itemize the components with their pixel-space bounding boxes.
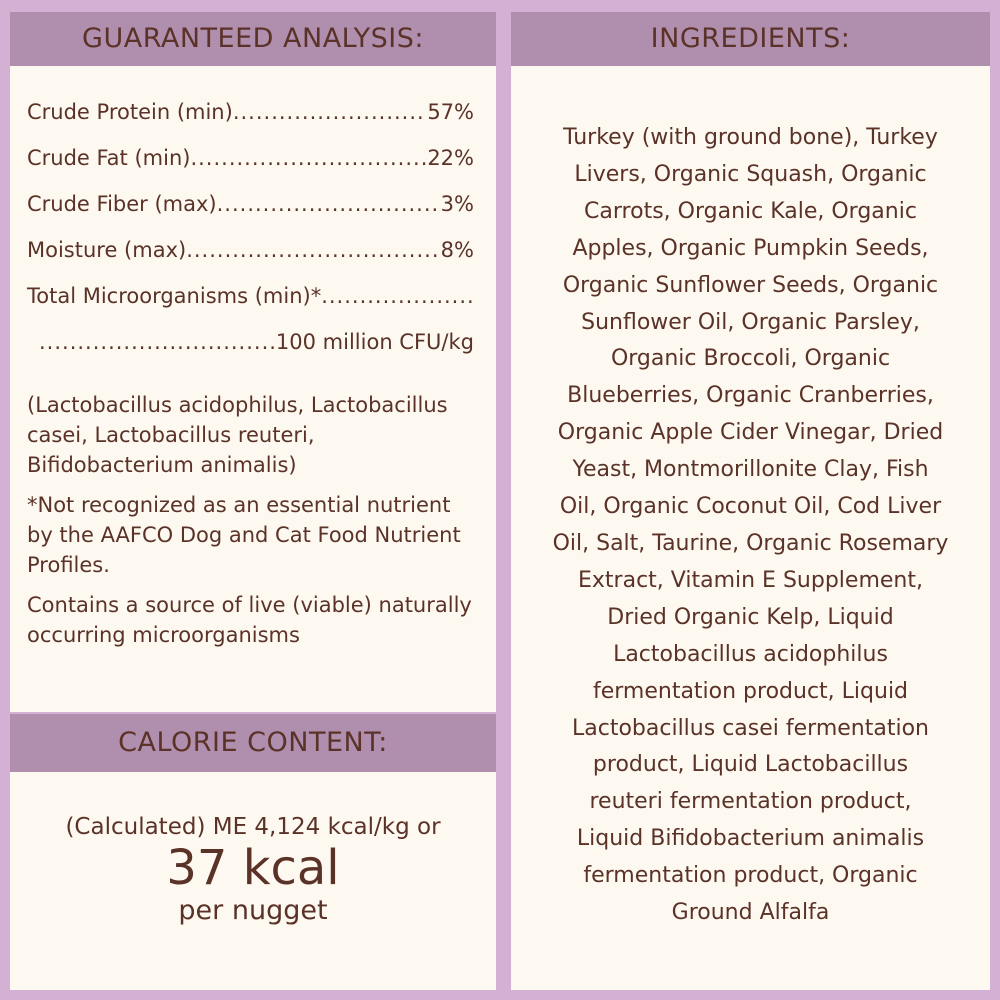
calorie-per-kg: (Calculated) ME 4,124 kcal/kg or — [65, 814, 441, 840]
live-microorganisms-note: Contains a source of live (viable) natur… — [27, 593, 472, 647]
ingredient-line: Ground Alfalfa — [671, 900, 830, 926]
ingredient-line: product, Liquid Lactobacillus — [592, 752, 909, 778]
analysis-rows: Crude Protein (min) 57% Crude Fat (min) 22%… — [27, 100, 474, 376]
ingredient-line: Turkey (with ground bone), Turkey — [563, 125, 938, 150]
ingredients-panel: INGREDIENTS: Turkey (with ground bone), … — [511, 12, 990, 990]
leader-dots — [186, 238, 440, 262]
ingredient-line: fermentation product, Liquid — [592, 678, 909, 704]
probiotic-strains: (Lactobacillus acidophilus, Lactobacillu… — [27, 393, 448, 477]
ingredients-heading: INGREDIENTS: — [511, 12, 990, 66]
ingredient-line: fermentation product, Organic — [583, 863, 918, 889]
leader-dots — [190, 146, 427, 170]
ingredient-line: Sunflower Oil, Organic Parsley, — [581, 309, 920, 335]
analysis-row: Moisture (max) 8% — [27, 238, 474, 284]
ingredient-line: Oil, Salt, Taurine, Organic Rosemary — [552, 530, 949, 556]
ingredient-line: Carrots, Organic Kale, Organic — [584, 198, 917, 224]
leader-dots — [39, 330, 276, 354]
ingredient-line: Extract, Vitamin E Supplement, — [578, 567, 923, 593]
ingredient-line: Organic Apple Cider Vinegar, Dried — [557, 420, 944, 446]
nutrient-label: Crude Fiber (max) — [27, 192, 217, 216]
aafco-footnote: *Not recognized as an essential nutrient… — [27, 493, 461, 577]
nutrient-label: Crude Protein (min) — [27, 100, 233, 124]
nutrient-value: 57% — [427, 100, 474, 124]
nutrient-value: 3% — [440, 192, 474, 216]
ingredient-line: Lactobacillus acidophilus — [613, 641, 888, 667]
leader-dots — [321, 284, 474, 308]
leader-dots — [217, 192, 441, 216]
nutrient-label: Moisture (max) — [27, 238, 187, 262]
ingredient-line: Dried Organic Kelp, Liquid — [607, 604, 894, 630]
nutrient-label: Total Microorganisms (min)* — [27, 284, 322, 308]
nutrient-label: Crude Fat (min) — [27, 146, 191, 170]
analysis-row: Total Microorganisms (min)* — [27, 284, 474, 330]
nutrient-value: 100 million CFU/kg — [275, 330, 474, 354]
calorie-content-panel: CALORIE CONTENT: (Calculated) ME 4,124 k… — [10, 714, 496, 990]
calorie-body: (Calculated) ME 4,124 kcal/kg or 37 kcal… — [10, 814, 496, 928]
ingredient-line: Apples, Organic Pumpkin Seeds, — [572, 235, 929, 261]
nutrient-value: 22% — [427, 146, 474, 170]
analysis-row: Crude Protein (min) 57% — [27, 100, 474, 146]
analysis-row: Crude Fiber (max) 3% — [27, 192, 474, 238]
ingredient-line: Oil, Organic Coconut Oil, Cod Liver — [559, 494, 942, 520]
analysis-body: Crude Protein (min) 57% Crude Fat (min) 22%… — [27, 100, 474, 650]
calorie-per-nugget-value: 37 kcal — [166, 840, 340, 896]
ingredient-line: Blueberries, Organic Cranberries, — [567, 383, 934, 409]
ingredient-line: reuteri fermentation product, — [589, 789, 912, 815]
calorie-per-nugget-unit: per nugget — [178, 895, 328, 926]
ingredient-line: Yeast, Montmorillonite Clay, Fish — [572, 457, 929, 483]
analysis-row: 100 million CFU/kg — [27, 330, 474, 376]
ingredient-line: Organic Sunflower Seeds, Organic — [562, 272, 939, 298]
ingredient-line: Liquid Bifidobacterium animalis — [576, 826, 925, 852]
ingredients-list: Turkey (with ground bone), Turkey Livers,… — [511, 120, 990, 932]
ingredient-line: Lactobacillus casei fermentation — [572, 715, 929, 741]
guaranteed-analysis-panel: GUARANTEED ANALYSIS: Crude Protein (min)… — [10, 12, 496, 712]
ingredient-line: Organic Broccoli, Organic — [610, 346, 891, 372]
calorie-content-heading: CALORIE CONTENT: — [10, 714, 496, 772]
analysis-row: Crude Fat (min) 22% — [27, 146, 474, 192]
leader-dots — [233, 100, 428, 124]
guaranteed-analysis-heading: GUARANTEED ANALYSIS: — [10, 12, 496, 66]
ingredient-line: Livers, Organic Squash, Organic — [574, 161, 927, 187]
nutrient-value: 8% — [440, 238, 474, 262]
